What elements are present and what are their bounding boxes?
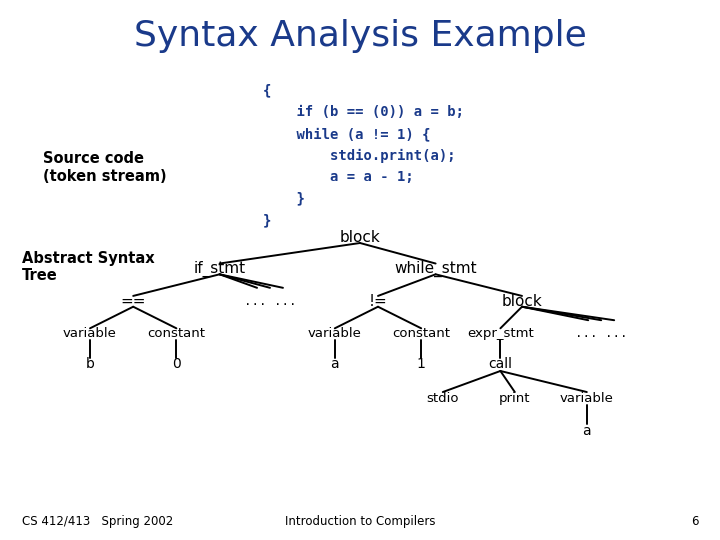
Text: b: b bbox=[86, 357, 94, 372]
Text: if_stmt: if_stmt bbox=[194, 261, 246, 277]
Text: constant: constant bbox=[392, 327, 450, 340]
Text: variable: variable bbox=[308, 327, 361, 340]
Text: variable: variable bbox=[63, 327, 117, 340]
Text: 0: 0 bbox=[172, 357, 181, 372]
Text: while (a != 1) {: while (a != 1) { bbox=[263, 127, 431, 141]
Text: }: } bbox=[263, 192, 305, 206]
Text: ... ...: ... ... bbox=[244, 295, 296, 308]
Text: stdio.print(a);: stdio.print(a); bbox=[263, 148, 456, 163]
Text: if (b == (0)) a = b;: if (b == (0)) a = b; bbox=[263, 105, 464, 119]
Text: }: } bbox=[263, 213, 271, 227]
Text: stdio: stdio bbox=[426, 392, 459, 405]
Text: ==: == bbox=[120, 294, 146, 309]
Text: constant: constant bbox=[148, 327, 205, 340]
Text: a: a bbox=[582, 424, 591, 438]
Text: Introduction to Compilers: Introduction to Compilers bbox=[284, 515, 436, 528]
Text: while_stmt: while_stmt bbox=[395, 261, 477, 277]
Text: ... ...: ... ... bbox=[575, 327, 627, 340]
Text: expr_stmt: expr_stmt bbox=[467, 327, 534, 340]
Text: block: block bbox=[502, 294, 542, 309]
Text: Syntax Analysis Example: Syntax Analysis Example bbox=[134, 19, 586, 53]
Text: print: print bbox=[499, 392, 531, 405]
Text: !=: != bbox=[369, 294, 387, 309]
Text: block: block bbox=[340, 230, 380, 245]
Text: variable: variable bbox=[560, 392, 613, 405]
Text: a = a - 1;: a = a - 1; bbox=[263, 170, 413, 184]
Text: CS 412/413   Spring 2002: CS 412/413 Spring 2002 bbox=[22, 515, 173, 528]
Text: call: call bbox=[488, 357, 513, 372]
Text: Source code
(token stream): Source code (token stream) bbox=[43, 151, 167, 184]
Text: {: { bbox=[263, 84, 271, 98]
Text: 6: 6 bbox=[691, 515, 698, 528]
Text: Abstract Syntax
Tree: Abstract Syntax Tree bbox=[22, 251, 154, 284]
Text: 1: 1 bbox=[417, 357, 426, 372]
Text: a: a bbox=[330, 357, 339, 372]
